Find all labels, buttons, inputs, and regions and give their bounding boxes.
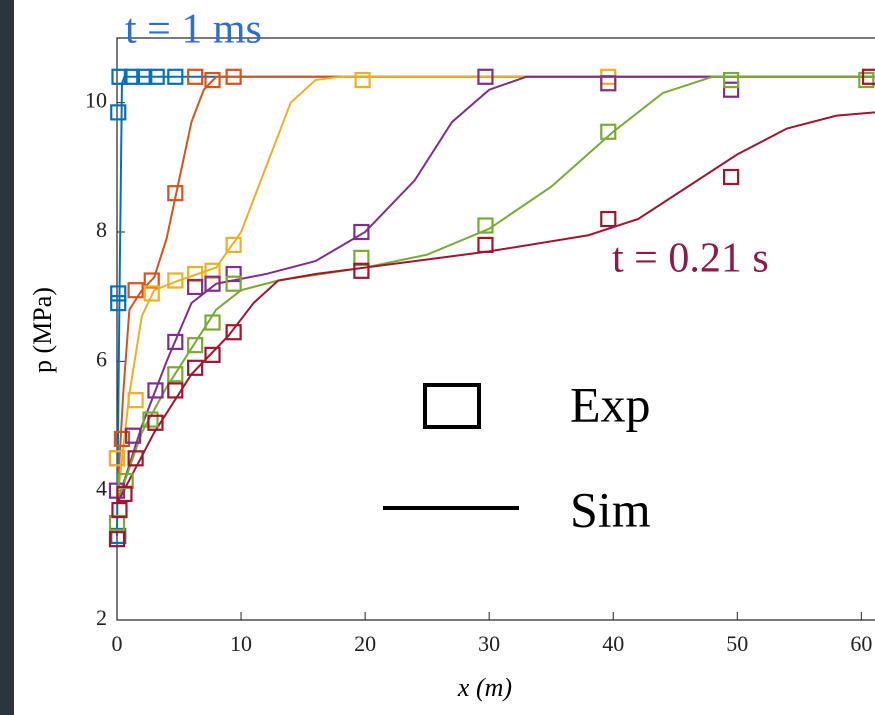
legend-label: Exp — [570, 376, 651, 432]
exp-marker — [148, 68, 165, 85]
exp-marker — [167, 366, 184, 383]
x-tick-label: 50 — [726, 631, 748, 656]
exp-marker — [108, 450, 126, 467]
exp-marker — [127, 282, 144, 299]
y-tick-label: 4 — [96, 476, 107, 501]
x-tick-label: 20 — [354, 631, 376, 656]
x-axis-label: x (m) — [457, 673, 512, 702]
x-tick-label: 0 — [112, 631, 123, 656]
x-tick-label: 40 — [602, 631, 624, 656]
exp-marker — [147, 382, 164, 399]
exp-marker — [143, 285, 160, 302]
exp-marker — [167, 333, 184, 351]
exp-marker — [225, 236, 242, 254]
exp-marker — [147, 414, 164, 431]
x-tick-label: 30 — [478, 631, 500, 656]
exp-marker — [167, 382, 184, 399]
sim-line — [116, 111, 875, 505]
exp-marker — [225, 68, 242, 85]
exp-marker — [722, 81, 740, 98]
sim-line — [116, 75, 875, 504]
exp-marker — [108, 531, 126, 548]
exp-marker — [123, 68, 140, 85]
exp-marker — [861, 68, 875, 85]
exp-marker — [111, 501, 128, 519]
exp-marker — [187, 68, 204, 85]
exp-marker — [142, 411, 159, 428]
exp-marker — [111, 68, 128, 85]
exp-marker — [600, 75, 617, 92]
sim-line — [116, 75, 875, 504]
legend-label: Sim — [570, 481, 651, 537]
exp-marker — [167, 68, 184, 85]
y-tick-label: 10 — [85, 88, 107, 113]
exp-marker — [127, 392, 144, 409]
exp-marker — [354, 71, 371, 89]
exp-marker — [187, 278, 204, 296]
exp-marker — [477, 236, 494, 254]
sim-line — [116, 75, 875, 536]
exp-marker — [204, 346, 221, 363]
exp-marker — [353, 262, 370, 279]
exp-marker — [225, 324, 242, 341]
exp-marker — [722, 168, 740, 186]
y-tick-label: 6 — [96, 346, 107, 371]
photo-strip — [0, 0, 14, 715]
exp-marker — [204, 71, 221, 89]
exp-marker — [477, 68, 494, 85]
x-tick-label: 60 — [850, 631, 872, 656]
exp-marker — [204, 314, 221, 331]
exp-marker — [127, 450, 144, 467]
exp-marker — [187, 359, 204, 376]
plot-frame — [116, 37, 875, 621]
exp-marker — [116, 485, 133, 502]
legend-marker — [423, 383, 481, 429]
annotation: t = 0.21 s — [612, 236, 769, 282]
y-tick-label: 8 — [96, 217, 107, 242]
exp-marker — [136, 68, 153, 85]
exp-marker — [187, 337, 204, 354]
exp-marker — [600, 210, 617, 228]
exp-marker — [600, 123, 617, 140]
exp-marker — [167, 272, 184, 289]
exp-marker — [225, 265, 242, 283]
y-tick-label: 2 — [96, 605, 107, 630]
exp-marker — [125, 427, 142, 444]
exp-marker — [477, 217, 494, 234]
exp-marker — [353, 223, 370, 241]
exp-marker — [225, 275, 242, 292]
exp-marker — [110, 104, 127, 121]
y-axis-label: p (MPa) — [28, 287, 57, 373]
annotation: t = 1 ms — [125, 7, 262, 53]
exp-marker — [113, 430, 131, 448]
sim-line — [116, 75, 875, 504]
exp-marker — [167, 185, 184, 202]
exp-marker — [722, 71, 740, 89]
x-tick-label: 10 — [230, 631, 252, 656]
exp-marker — [110, 295, 127, 312]
exp-marker — [204, 275, 221, 292]
exp-marker — [858, 71, 875, 89]
exp-marker — [110, 285, 127, 302]
